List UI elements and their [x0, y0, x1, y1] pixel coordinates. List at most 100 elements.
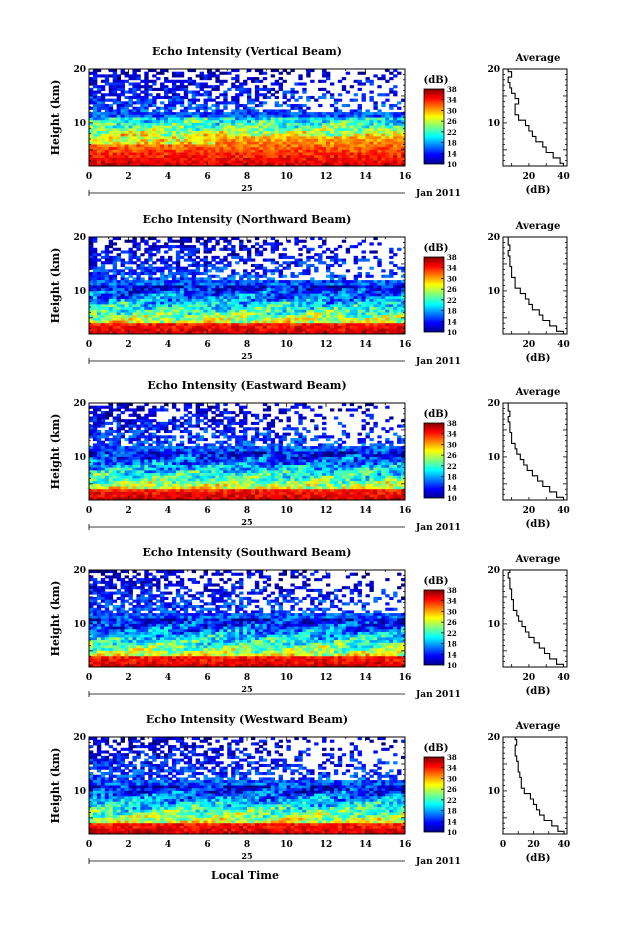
heatmap-cell [199, 285, 204, 289]
heatmap-cell [215, 104, 220, 108]
heatmap-cell [302, 298, 307, 303]
heatmap-cell [345, 328, 351, 332]
heatmap-cell [156, 282, 161, 286]
heatmap-cell [243, 272, 248, 276]
heatmap-cell [250, 325, 256, 330]
heatmap-cell [286, 307, 291, 311]
heatmap-cell [306, 112, 311, 116]
heatmap-cell [369, 301, 374, 305]
heatmap-cell [389, 290, 394, 294]
heatmap-cell [337, 114, 343, 118]
heatmap-cell [183, 269, 189, 273]
heatmap-cell [104, 106, 110, 110]
heatmap-cell [377, 117, 382, 121]
heatmap-cell [349, 288, 355, 292]
heatmap-cell [164, 320, 169, 324]
heatmap-cell [89, 301, 94, 305]
heatmap-cell [89, 133, 94, 137]
heatmap-cell [96, 331, 102, 335]
heatmap-cell [373, 309, 378, 313]
heatmap-cell [124, 325, 129, 330]
heatmap-cell [219, 114, 224, 118]
heatmap-cell [231, 312, 236, 316]
heatmap-cell [397, 136, 402, 140]
heatmap-cell [341, 309, 347, 313]
heatmap-cell [282, 296, 287, 300]
heatmap-cell [195, 139, 200, 143]
heatmap-cell [156, 141, 161, 145]
heatmap-cell [274, 114, 279, 118]
heatmap-cell [377, 77, 382, 81]
heatmap-cell [92, 104, 98, 108]
heatmap-cell [235, 320, 240, 324]
heatmap-cell [310, 325, 315, 330]
heatmap-cell [393, 253, 398, 257]
heatmap-cell [116, 120, 121, 124]
heatmap-cell [357, 139, 362, 143]
heatmap-cell [270, 141, 276, 145]
heatmap-cell [270, 149, 276, 153]
y-axis-label: Height (km) [49, 80, 62, 156]
heatmap-cell [207, 160, 212, 164]
heatmap-cell [100, 307, 106, 311]
heatmap-cell [207, 315, 212, 319]
heatmap-cell [250, 307, 256, 311]
heatmap-cell [144, 114, 149, 118]
heatmap-cell [124, 71, 129, 75]
heatmap-cell [100, 288, 106, 292]
heatmap-cell [262, 71, 268, 75]
heatmap-cell [164, 163, 169, 167]
heatmap-cell [211, 290, 216, 294]
heatmap-cell [365, 298, 370, 303]
heatmap-cell [191, 288, 197, 292]
heatmap-cell [171, 90, 177, 94]
heatmap-cell [108, 74, 114, 78]
heatmap-cell [314, 160, 319, 164]
heatmap-cell [341, 261, 347, 265]
heatmap-cell [160, 141, 165, 145]
heatmap-cell [373, 104, 378, 108]
heatmap-cell [211, 74, 216, 78]
heatmap-cell [156, 152, 161, 156]
heatmap-cell [219, 93, 224, 97]
heatmap-cell [258, 120, 264, 124]
heatmap-cell [219, 71, 224, 75]
heatmap-cell [373, 298, 378, 303]
heatmap-cell [258, 117, 264, 121]
heatmap-cell [120, 448, 125, 452]
heatmap-cell [148, 163, 153, 167]
heatmap-cell [318, 87, 323, 91]
heatmap-cell [254, 277, 260, 281]
heatmap-cell [286, 315, 291, 319]
heatmap-cell [381, 290, 386, 294]
heatmap-cell [369, 288, 374, 292]
heatmap-cell [290, 290, 295, 294]
heatmap-cell [389, 136, 394, 140]
heatmap-cell [266, 298, 272, 303]
heatmap-cell [96, 464, 102, 469]
heatmap-cell [345, 320, 351, 324]
heatmap-cell [187, 296, 193, 300]
heatmap-cell [322, 74, 327, 78]
heatmap-cell [183, 328, 189, 332]
heatmap-cell [144, 85, 149, 89]
heatmap-cell [96, 288, 102, 292]
heatmap-cell [258, 71, 264, 75]
heatmap-cell [223, 90, 228, 94]
y-tick-label: 10 [73, 287, 86, 297]
heatmap-cell [377, 290, 382, 294]
heatmap-cell [322, 133, 327, 137]
heatmap-cell [92, 237, 98, 241]
heatmap-cell [92, 491, 98, 496]
heatmap-cell [385, 139, 390, 143]
heatmap-cell [310, 112, 315, 116]
heatmap-cell [310, 312, 315, 316]
heatmap-cell [132, 325, 137, 330]
heatmap-cell [179, 74, 185, 78]
heatmap-cell [168, 272, 173, 276]
heatmap-cell [187, 250, 193, 254]
heatmap-cell [329, 274, 335, 278]
heatmap-cell [349, 122, 355, 126]
heatmap-cell [215, 309, 220, 313]
heatmap-cell [124, 288, 129, 292]
